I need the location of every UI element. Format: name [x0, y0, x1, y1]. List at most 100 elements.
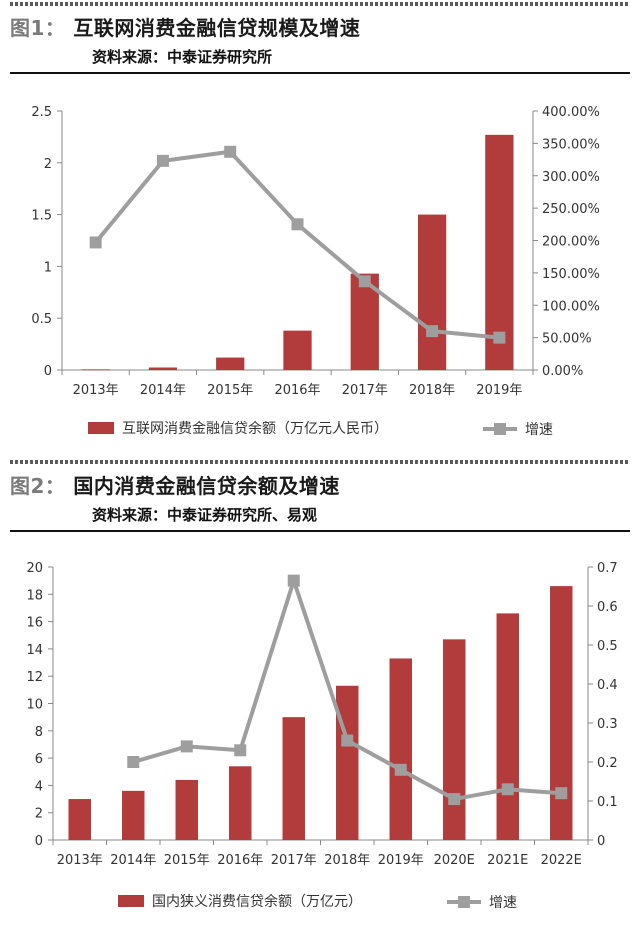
growth-marker — [127, 756, 140, 768]
x-tick-label: 2016年 — [217, 853, 263, 868]
chart-2: 0 2 4 6 8 10 12 14 16 18 20 0 0.1 0.2 0.3 0.4 0.5 0.6 0.7 2… — [26, 561, 618, 911]
left-tick-label: 4 — [35, 779, 43, 794]
right-tick-label: 0.3 — [597, 717, 618, 732]
left-tick-label: 10 — [26, 698, 43, 713]
growth-marker — [358, 275, 371, 288]
figure-1-title-text: 互联网消费金融信贷规模及增速 — [73, 16, 361, 40]
left-tick-label: 1 — [44, 260, 52, 275]
x-tick-label: 2021E — [487, 853, 528, 868]
x-tick-label: 2019年 — [378, 853, 424, 868]
left-tick-label: 1.5 — [31, 209, 52, 224]
bar — [148, 367, 178, 370]
growth-marker — [224, 145, 237, 158]
legend-bar-swatch — [88, 422, 114, 434]
left-tick-label: 2 — [35, 807, 43, 822]
bar — [68, 799, 91, 840]
figure-2-source: 资料来源：中泰证券研究所、易观 — [92, 506, 318, 524]
bar — [443, 639, 466, 840]
bar — [550, 586, 573, 840]
right-tick-label: 0.5 — [597, 639, 618, 654]
left-tick-label: 0.5 — [31, 312, 52, 327]
legend-bar-swatch — [118, 895, 144, 907]
growth-marker — [89, 236, 102, 249]
right-tick-label: 350.00% — [542, 137, 600, 152]
bar — [417, 214, 447, 370]
growth-marker — [287, 574, 300, 587]
legend-line-marker — [494, 423, 506, 435]
bar — [122, 790, 145, 840]
right-tick-label: 0.6 — [597, 600, 618, 615]
x-tick-label: 2014年 — [110, 853, 156, 868]
x-tick-label: 2019年 — [476, 383, 522, 398]
bar — [283, 330, 312, 370]
x-tick-label: 2022E — [541, 853, 582, 868]
bar — [282, 717, 305, 840]
chart-1: 0 0.5 1 1.5 2 2.5 0.00% 50.00% 100.00% 150.00% 200… — [31, 105, 600, 438]
figure-2-title: 图2： 国内消费金融信贷余额及增速 — [10, 470, 340, 499]
right-tick-label: 0.1 — [597, 795, 618, 810]
x-tick-label: 2020E — [434, 853, 475, 868]
growth-marker — [341, 734, 354, 747]
figure-2-top-bar — [10, 460, 630, 464]
figure-1-rule — [10, 72, 630, 74]
legend-line-label: 增速 — [525, 422, 553, 438]
figure-2-number: 图2： — [10, 474, 66, 498]
bar — [175, 779, 198, 840]
left-tick-label: 2.5 — [31, 105, 52, 120]
right-tick-label: 0 — [597, 834, 605, 849]
bar — [81, 369, 110, 371]
left-tick-label: 14 — [26, 643, 43, 658]
figure-2-rule — [10, 530, 630, 532]
figure-1-title: 图1： 互联网消费金融信贷规模及增速 — [10, 12, 360, 41]
right-tick-label: 50.00% — [542, 332, 592, 347]
growth-marker — [493, 331, 506, 344]
bar — [229, 766, 252, 840]
figure-1-source: 资料来源：中泰证券研究所 — [92, 48, 273, 66]
x-tick-label: 2016年 — [274, 383, 320, 398]
figure-2-title-text: 国内消费金融信贷余额及增速 — [73, 474, 340, 498]
left-tick-label: 0 — [35, 834, 43, 849]
right-tick-label: 100.00% — [542, 299, 600, 314]
left-tick-label: 20 — [26, 561, 43, 576]
legend-bar-label: 互联网消费金融信贷余额（万亿元人民币） — [122, 420, 388, 437]
left-tick-label: 16 — [26, 616, 43, 631]
bar — [496, 613, 519, 840]
right-tick-label: 0.7 — [597, 561, 618, 576]
x-tick-label: 2013年 — [57, 853, 103, 868]
left-tick-label: 18 — [26, 588, 43, 603]
x-tick-label: 2017年 — [271, 853, 317, 868]
legend-bar-label: 国内狭义消费信贷余额（万亿元） — [152, 893, 362, 910]
right-tick-label: 0.2 — [597, 756, 618, 771]
bar — [485, 134, 514, 370]
x-tick-label: 2013年 — [73, 383, 119, 398]
bar — [216, 357, 245, 370]
x-tick-label: 2015年 — [207, 383, 253, 398]
bar — [336, 685, 359, 840]
growth-marker — [156, 154, 169, 167]
legend-line-label: 增速 — [489, 895, 517, 911]
right-tick-label: 150.00% — [542, 267, 600, 282]
right-tick-label: 200.00% — [542, 235, 600, 250]
figure-1: 图1： 互联网消费金融信贷规模及增速 资料来源：中泰证券研究所 0 0.5 1 1.5 2… — [0, 2, 640, 462]
growth-marker — [234, 744, 247, 757]
figure-1-number: 图1： — [10, 16, 66, 40]
growth-marker — [448, 793, 461, 806]
x-tick-label: 2018年 — [324, 853, 370, 868]
x-tick-label: 2014年 — [140, 383, 186, 398]
right-tick-label: 0.4 — [597, 678, 618, 693]
figure-2: 图2： 国内消费金融信贷余额及增速 资料来源：中泰证券研究所、易观 0 2 4 6 8 10… — [0, 460, 640, 926]
growth-marker — [501, 783, 514, 796]
growth-marker — [555, 787, 568, 800]
right-tick-label: 300.00% — [542, 170, 600, 185]
left-tick-label: 8 — [35, 725, 43, 740]
legend-line-marker — [458, 896, 470, 908]
left-tick-label: 6 — [35, 752, 43, 767]
x-tick-label: 2018年 — [409, 383, 455, 398]
right-tick-label: 0.00% — [542, 364, 583, 379]
growth-marker — [426, 325, 439, 338]
right-tick-label: 400.00% — [542, 105, 600, 120]
right-tick-label: 250.00% — [542, 202, 600, 217]
left-tick-label: 0 — [44, 364, 52, 379]
bar — [389, 658, 412, 840]
x-tick-label: 2015年 — [164, 853, 210, 868]
